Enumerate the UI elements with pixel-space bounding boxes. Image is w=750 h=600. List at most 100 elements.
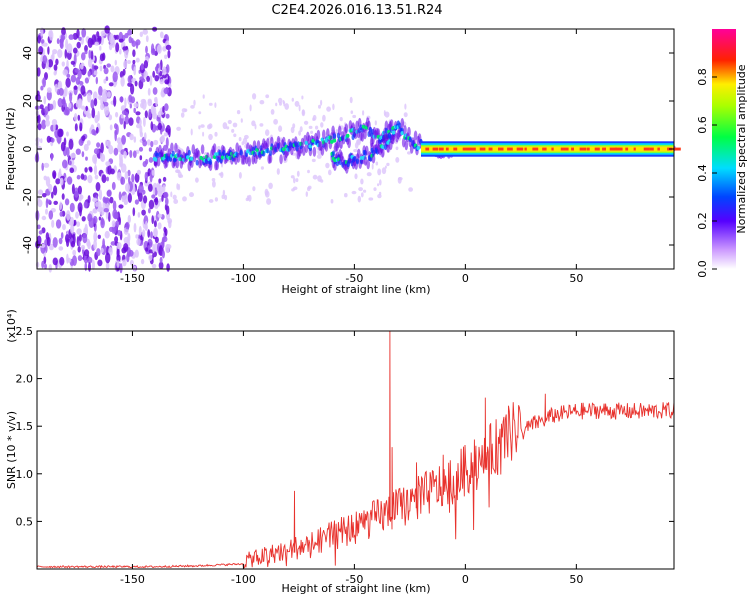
noise-blob: [132, 59, 136, 65]
main-track-envelope: [251, 154, 255, 165]
halo-blob: [198, 111, 202, 115]
steady-peak: [657, 147, 660, 151]
noise-blob: [85, 105, 88, 112]
halo-blob: [170, 191, 173, 198]
halo-blob: [273, 118, 278, 125]
steady-peak: [609, 147, 617, 151]
halo-blob: [320, 179, 324, 183]
noise-blob: [92, 65, 99, 70]
noise-blob: [55, 178, 61, 185]
noise-blob: [146, 75, 151, 82]
noise-blob: [66, 210, 71, 221]
noise-blob: [76, 221, 81, 227]
noise-blob: [161, 238, 165, 249]
noise-blob: [143, 195, 148, 204]
halo-blob: [236, 110, 241, 115]
noise-blob: [165, 243, 170, 254]
ytick-label: 0: [21, 146, 34, 153]
noise-blob: [60, 141, 66, 152]
noise-blob: [163, 132, 168, 137]
noise-blob: [108, 43, 113, 51]
steady-peak: [602, 147, 606, 151]
noise-blob: [163, 226, 167, 233]
main-track-envelope: [268, 153, 273, 164]
noise-blob: [95, 126, 99, 134]
halo-blob: [395, 157, 400, 163]
halo-blob: [214, 102, 217, 108]
halo-blob: [292, 186, 298, 191]
colorbar-gradient: [712, 29, 736, 269]
noise-blob: [94, 41, 99, 46]
noise-blob: [112, 200, 117, 211]
halo-blob: [226, 126, 230, 130]
noise-blob: [145, 35, 149, 43]
noise-blob: [109, 124, 113, 131]
halo-blob: [200, 124, 205, 128]
noise-blob: [84, 77, 89, 84]
noise-blob: [37, 35, 41, 44]
noise-blob: [48, 243, 54, 251]
noise-blob: [140, 102, 144, 109]
noise-blob: [44, 106, 49, 116]
noise-blob: [156, 44, 162, 54]
noise-blob: [68, 102, 72, 109]
noise-blob: [140, 98, 146, 104]
noise-blob: [120, 76, 125, 87]
noise-blob: [165, 124, 171, 135]
noise-blob: [126, 253, 130, 263]
noise-blob: [116, 260, 120, 269]
noise-blob: [77, 69, 82, 80]
halo-blob: [295, 178, 299, 183]
noise-blob: [119, 71, 124, 79]
noise-blob: [61, 27, 66, 36]
snr-ytick-label: 1.5: [16, 420, 34, 433]
xtick-label: 0: [462, 272, 469, 285]
steady-peak: [507, 147, 513, 151]
main-track-envelope: [215, 160, 219, 171]
noise-blob: [154, 203, 159, 209]
noise-blob: [135, 234, 139, 239]
noise-blob: [46, 199, 51, 204]
noise-blob: [78, 240, 81, 247]
halo-blob: [318, 104, 321, 109]
noise-blob: [86, 140, 91, 146]
halo-blob: [172, 194, 177, 200]
noise-blob: [103, 78, 107, 84]
noise-blob: [160, 135, 165, 142]
noise-blob: [142, 140, 148, 147]
halo-blob: [354, 173, 358, 180]
noise-blob: [140, 258, 145, 265]
noise-blob: [93, 70, 98, 76]
noise-blob: [70, 60, 76, 65]
noise-blob: [45, 176, 51, 187]
steady-peak: [445, 147, 449, 151]
noise-blob: [38, 230, 43, 235]
main-track-envelope: [190, 158, 194, 168]
noise-blob: [102, 196, 107, 203]
halo-blob: [175, 169, 180, 174]
noise-blob: [145, 220, 148, 230]
halo-blob: [190, 105, 195, 109]
noise-blob: [41, 162, 44, 171]
halo-blob: [212, 180, 216, 188]
steady-peak: [542, 147, 547, 151]
noise-blob: [38, 46, 44, 55]
noise-blob: [72, 249, 77, 256]
noise-blob: [76, 28, 80, 39]
noise-blob: [101, 174, 107, 184]
noise-blob: [145, 45, 148, 54]
noise-blob: [60, 232, 64, 239]
halo-blob: [180, 112, 185, 118]
noise-blob: [105, 76, 109, 81]
noise-blob: [100, 142, 104, 154]
steady-peak: [516, 147, 524, 151]
main-track-envelope: [175, 158, 180, 169]
noise-blob: [149, 75, 153, 86]
noise-blob: [73, 85, 78, 90]
halo-blob: [291, 97, 294, 102]
halo-blob: [240, 118, 243, 123]
noise-blob: [124, 171, 129, 180]
noise-blob: [92, 208, 97, 214]
halo-blob: [173, 199, 179, 204]
noise-blob: [150, 48, 156, 56]
